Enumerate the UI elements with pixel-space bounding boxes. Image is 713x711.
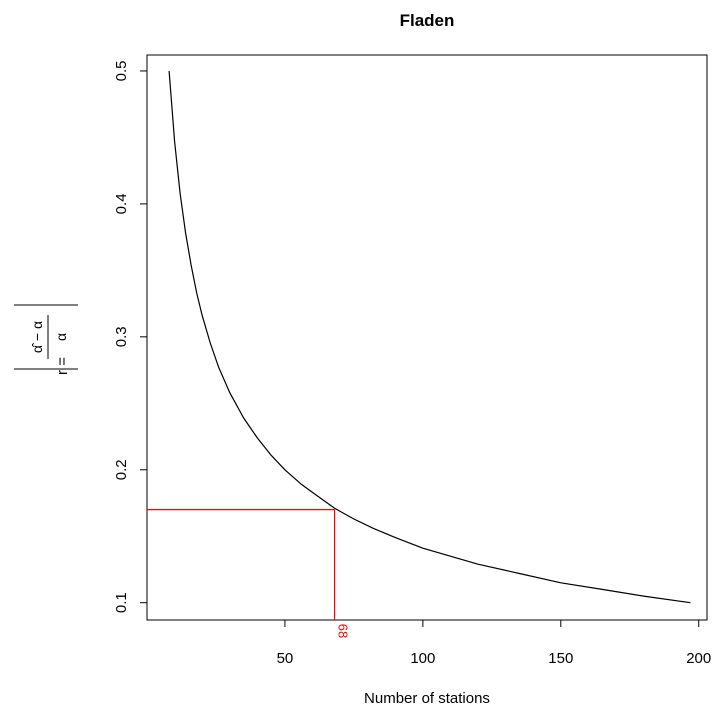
x-axis-label: Number of stations	[364, 690, 490, 707]
y-tick-label: 0.5	[113, 61, 130, 82]
y-axis-label-numerator: α̂ − α	[29, 321, 45, 353]
chart-title: Fladen	[400, 11, 455, 30]
plot-frame	[146, 54, 708, 621]
x-axis: 50 100 150 200	[277, 620, 711, 667]
y-axis: 0.1 0.2 0.3 0.4 0.5	[113, 61, 147, 613]
y-tick-label: 0.1	[113, 592, 130, 613]
x-tick-label: 150	[548, 650, 573, 667]
reference-label: 68	[336, 624, 351, 638]
y-tick-label: 0.4	[113, 193, 130, 214]
y-tick-label: 0.2	[113, 459, 130, 480]
y-axis-label-lhs: r =	[54, 357, 71, 375]
y-axis-label: r = α̂ − α α	[14, 304, 78, 375]
x-tick-label: 200	[686, 650, 711, 667]
y-axis-label-denominator: α	[53, 333, 69, 341]
y-tick-label: 0.3	[113, 326, 130, 347]
x-tick-label: 100	[410, 650, 435, 667]
series-layer	[168, 70, 691, 604]
series-line	[168, 70, 691, 604]
x-tick-label: 50	[277, 650, 294, 667]
reference-lines: 68	[147, 509, 351, 638]
